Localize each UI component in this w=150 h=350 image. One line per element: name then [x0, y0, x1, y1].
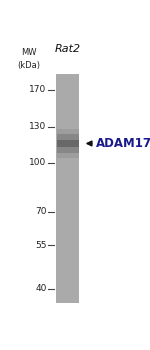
Text: (kDa): (kDa): [18, 61, 41, 70]
Text: 130: 130: [29, 122, 47, 131]
Bar: [57, 129, 79, 158]
Text: Rat2: Rat2: [54, 44, 81, 54]
Text: 170: 170: [29, 85, 47, 94]
Text: MW: MW: [21, 48, 37, 57]
Text: 100: 100: [29, 158, 47, 167]
Bar: [57, 140, 79, 147]
Text: ADAM17: ADAM17: [96, 137, 150, 150]
Text: 70: 70: [35, 207, 47, 216]
Text: 55: 55: [35, 240, 47, 250]
Bar: [56, 74, 79, 303]
Bar: [57, 134, 79, 153]
Text: 40: 40: [35, 285, 47, 293]
